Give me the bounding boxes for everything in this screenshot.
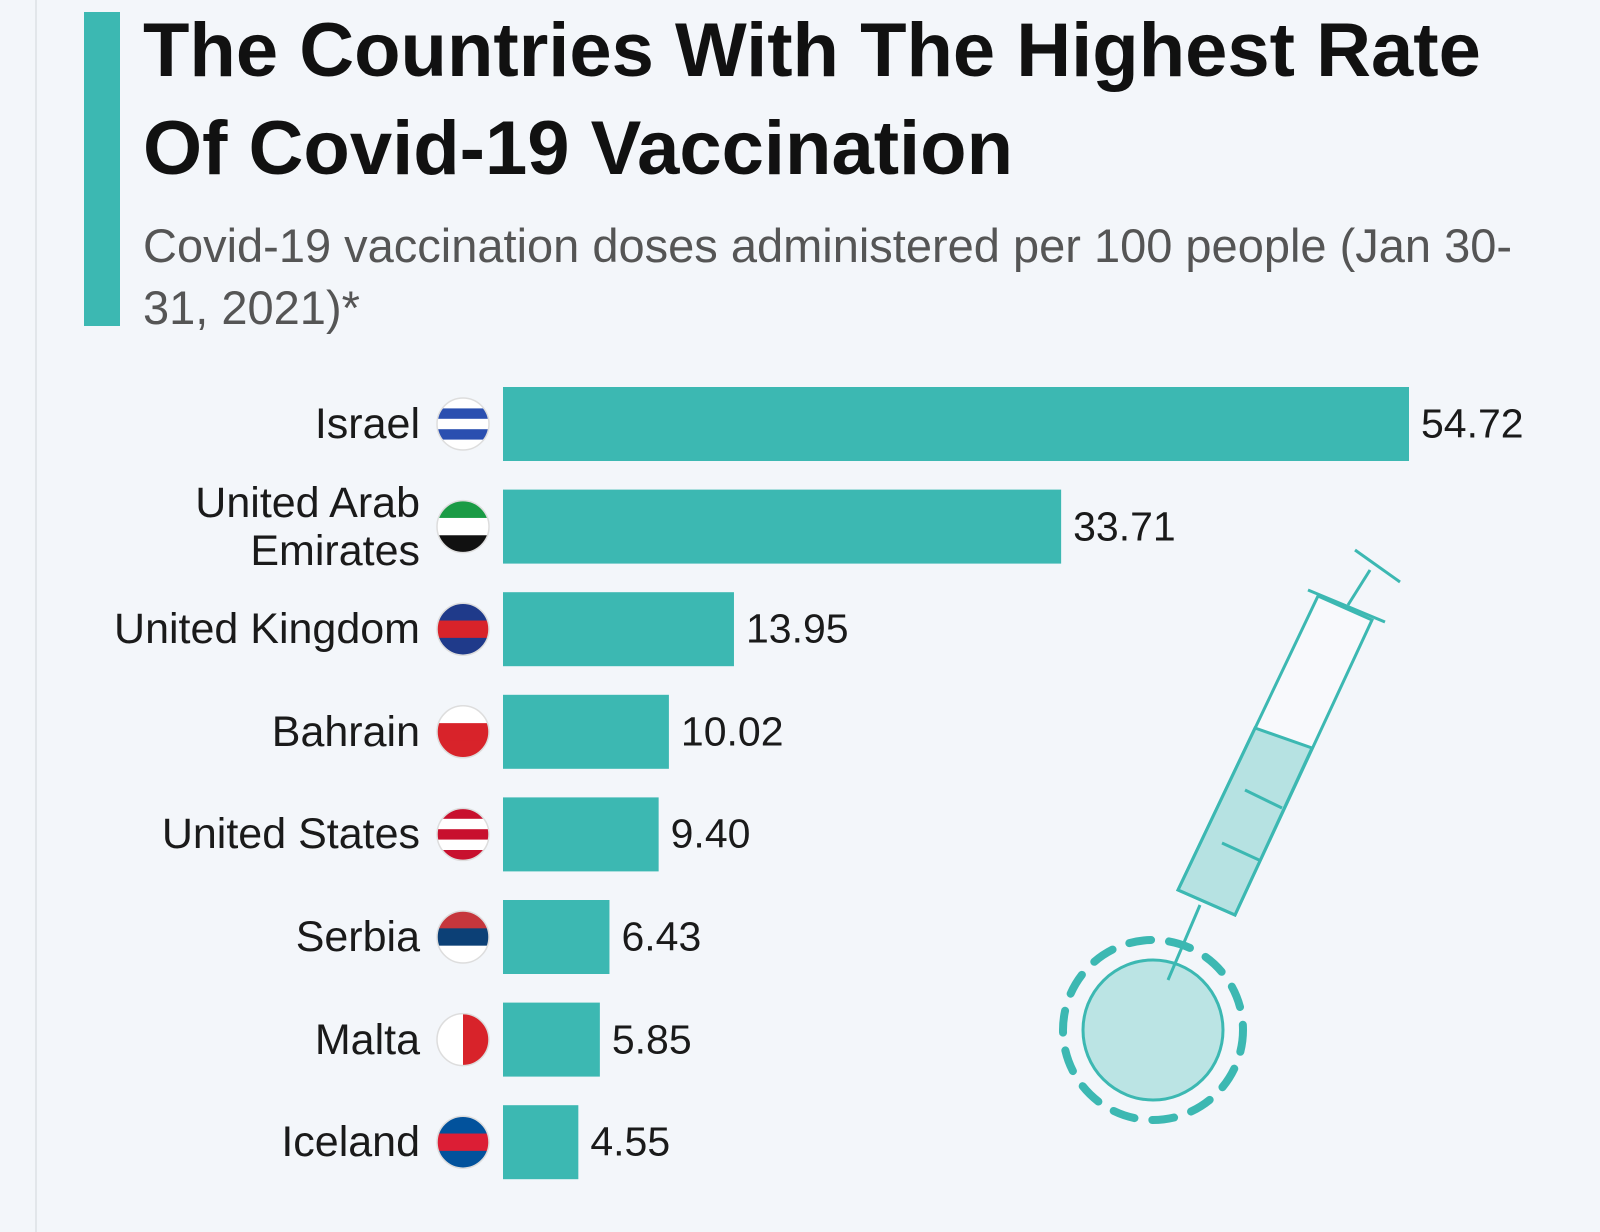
y-tick-label: Iceland bbox=[281, 1118, 420, 1167]
flag-stripe bbox=[437, 818, 489, 831]
flag-stripe bbox=[437, 705, 489, 725]
flag-stripe bbox=[437, 620, 489, 639]
flag-stripe bbox=[437, 398, 489, 410]
value-label: 4.55 bbox=[590, 1118, 671, 1165]
flag-border bbox=[436, 1115, 490, 1169]
y-tick-label: Malta bbox=[314, 1015, 420, 1064]
flag-stripe bbox=[437, 945, 489, 963]
bar bbox=[503, 592, 734, 667]
y-tick-label: Bahrain bbox=[271, 707, 420, 756]
flag-border bbox=[436, 807, 490, 862]
value-label: 13.95 bbox=[745, 605, 849, 652]
flag-stripe bbox=[437, 850, 489, 861]
flag-icon bbox=[436, 1012, 490, 1067]
flag-stripe bbox=[437, 839, 489, 851]
accent-bar bbox=[84, 12, 120, 326]
flag-icon bbox=[436, 499, 490, 554]
chart-title: The Countries With The Highest Rate Of C… bbox=[143, 8, 1481, 191]
flag-stripe bbox=[437, 928, 489, 947]
chart-subtitle: Covid-19 vaccination doses administered … bbox=[143, 219, 1513, 334]
flag-border bbox=[436, 397, 490, 451]
value-label: 6.43 bbox=[621, 913, 702, 960]
y-tick-label: Serbia bbox=[295, 913, 420, 961]
flag-icon bbox=[436, 1115, 490, 1169]
flag-border bbox=[436, 910, 490, 964]
flag-border bbox=[436, 602, 490, 656]
flag-stripe bbox=[437, 637, 489, 656]
flag-stripe bbox=[437, 1013, 464, 1066]
flag-border bbox=[436, 1012, 490, 1067]
syringe-illustration bbox=[1059, 548, 1401, 1124]
flag-stripe bbox=[437, 500, 489, 519]
frame bbox=[35, 0, 1600, 1232]
flag-icon bbox=[436, 705, 490, 759]
value-label: 10.02 bbox=[680, 708, 784, 755]
bar bbox=[503, 694, 669, 769]
flag-stripe bbox=[437, 418, 489, 431]
bar bbox=[503, 1105, 579, 1180]
flag-icon bbox=[436, 910, 490, 964]
value-label: 9.40 bbox=[670, 810, 751, 857]
bar bbox=[503, 489, 1062, 564]
flag-stripe bbox=[437, 1116, 489, 1135]
y-tick-label: United Kingdom bbox=[114, 605, 420, 654]
flag-stripe bbox=[437, 517, 489, 537]
flag-stripe bbox=[437, 439, 489, 450]
flag-icon bbox=[436, 602, 490, 656]
flag-icon bbox=[436, 397, 490, 451]
flag-stripe bbox=[437, 429, 489, 441]
flag-stripe bbox=[437, 911, 489, 930]
flag-stripe bbox=[437, 603, 489, 622]
flag-stripe bbox=[437, 740, 489, 758]
flag-border bbox=[436, 705, 490, 759]
flag-border bbox=[436, 499, 490, 554]
bar bbox=[503, 900, 610, 974]
value-label: 33.71 bbox=[1073, 503, 1176, 550]
y-tick-label: Israel bbox=[314, 400, 420, 448]
bar bbox=[503, 387, 1409, 461]
flag-stripe bbox=[437, 1133, 489, 1152]
y-tick-label: United Arab Emirates bbox=[195, 478, 420, 575]
y-tick-label: United States bbox=[161, 810, 420, 859]
flag-stripe bbox=[437, 535, 489, 553]
bar bbox=[503, 1002, 600, 1077]
flag-stripe bbox=[437, 1150, 489, 1169]
flag-stripe bbox=[463, 1013, 489, 1066]
flag-stripe bbox=[437, 408, 489, 420]
flag-stripe bbox=[437, 723, 489, 742]
flag-stripe bbox=[437, 829, 489, 841]
value-label: 5.85 bbox=[611, 1016, 692, 1063]
flag-stripe bbox=[437, 808, 489, 820]
value-label: 54.72 bbox=[1421, 400, 1524, 447]
flag-icon bbox=[436, 807, 490, 862]
bar bbox=[503, 797, 659, 872]
